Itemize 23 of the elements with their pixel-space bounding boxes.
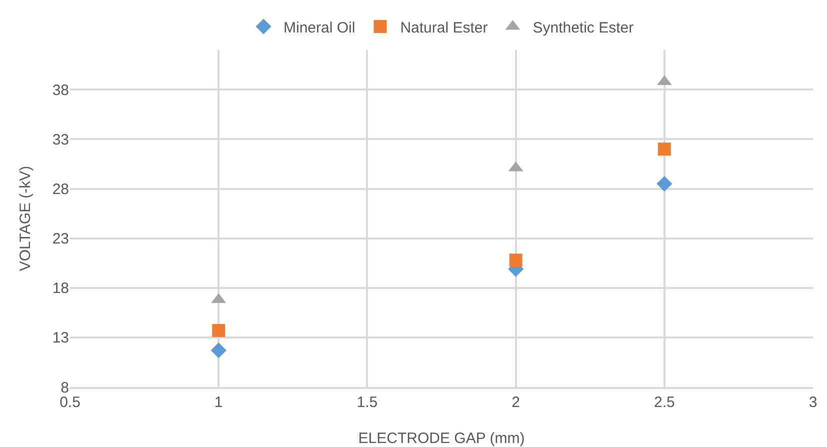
y-axis-title: VOLTAGE (-kV) (17, 166, 34, 272)
x-tick-label: 1 (214, 394, 223, 411)
point (658, 142, 671, 156)
point (210, 342, 226, 358)
x-tick-label: 2.5 (654, 394, 675, 411)
x-axis-title: ELECTRODE GAP (mm) (358, 430, 525, 447)
legend-label: Mineral Oil (284, 19, 356, 36)
point (509, 254, 522, 267)
y-tick-label: 33 (52, 131, 69, 148)
y-tick-label: 38 (52, 82, 69, 99)
y-tick-label: 8 (60, 379, 69, 396)
point (656, 176, 672, 192)
y-tick-label: 13 (52, 330, 69, 347)
y-tick-label: 28 (52, 181, 69, 198)
y-tick-label: 18 (52, 280, 69, 298)
legend-label: Synthetic Ester (532, 19, 634, 36)
y-tick-label: 23 (52, 230, 69, 248)
x-tick-label: 1.5 (356, 394, 378, 411)
x-tick-label: 2 (512, 394, 520, 411)
x-tick-label: 3 (808, 394, 818, 411)
x-tick-label: 0.5 (60, 394, 80, 411)
legend-label: Natural Ester (400, 19, 488, 36)
point (212, 324, 226, 337)
